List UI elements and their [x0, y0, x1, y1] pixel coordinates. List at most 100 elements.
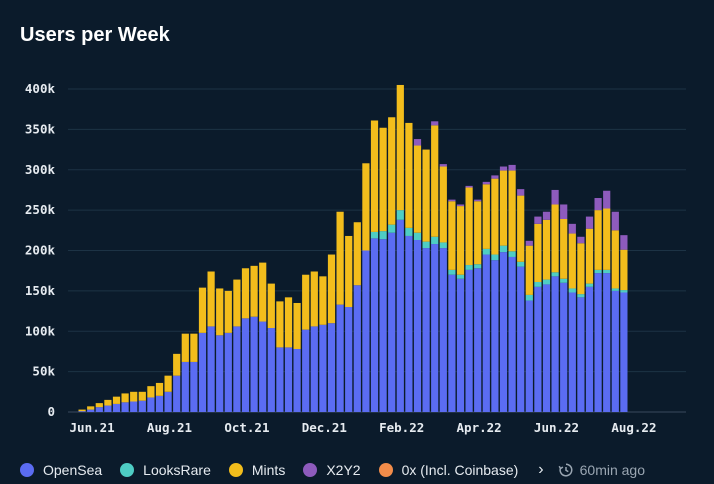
bar-mints	[87, 406, 95, 410]
bar-mints	[138, 391, 146, 401]
bar-opensea	[310, 326, 318, 412]
bar-mints	[207, 271, 215, 327]
legend-swatch	[303, 463, 318, 477]
bar-looksrare	[379, 231, 387, 240]
bar-opensea	[336, 304, 344, 412]
bar-opensea	[594, 273, 602, 412]
bar-looksrare	[422, 241, 430, 249]
bar-x2y2	[525, 240, 533, 246]
bar-opensea	[474, 268, 482, 412]
bar-looksrare	[448, 269, 456, 275]
bar-mints	[611, 230, 619, 289]
bar-mints	[525, 245, 533, 295]
bar-mints	[216, 288, 224, 336]
bar-opensea	[112, 403, 121, 412]
legend-item-0x[interactable]: 0x (Incl. Coinbase)	[378, 462, 518, 478]
bar-mints	[620, 249, 628, 291]
legend-swatch	[120, 463, 135, 477]
bar-mints	[250, 265, 258, 317]
bar-opensea	[362, 250, 370, 412]
bar-x2y2	[551, 189, 559, 205]
bar-x2y2	[560, 204, 568, 220]
y-tick-label: 200k	[25, 243, 56, 258]
bar-looksrare	[388, 224, 396, 233]
legend-item-opensea[interactable]: OpenSea	[20, 462, 102, 478]
bar-opensea	[560, 282, 568, 412]
bar-x2y2	[568, 223, 576, 234]
bar-x2y2	[465, 185, 473, 188]
refresh-label: 60min ago	[579, 462, 646, 478]
bar-looksrare	[534, 281, 542, 287]
bar-opensea	[620, 292, 628, 412]
bar-opensea	[379, 239, 387, 412]
bar-mints	[405, 122, 413, 228]
chevron-right-icon[interactable]: ›	[538, 461, 544, 478]
bar-mints	[233, 279, 241, 327]
x-tick-label: Jun.21	[70, 420, 115, 435]
y-tick-label: 400k	[25, 81, 56, 96]
bar-opensea	[216, 335, 224, 412]
bar-mints	[585, 228, 594, 284]
x-tick-label: Aug.21	[147, 420, 192, 435]
bar-mints	[551, 204, 559, 273]
y-tick-label: 300k	[25, 162, 56, 177]
bar-mints	[379, 127, 387, 232]
y-tick-label: 50k	[32, 364, 55, 379]
bar-looksrare	[431, 236, 439, 245]
bar-looksrare	[594, 269, 602, 274]
bar-opensea	[173, 375, 181, 412]
legend-item-x2y2[interactable]: X2Y2	[303, 462, 361, 478]
bar-opensea	[542, 284, 551, 412]
bar-mints	[534, 223, 542, 282]
bar-mints	[396, 84, 404, 211]
legend-item-looksrare[interactable]: LooksRare	[120, 462, 211, 478]
bar-looksrare	[499, 245, 508, 253]
bar-x2y2	[594, 198, 602, 211]
bar-opensea	[413, 240, 422, 412]
bar-mints	[259, 262, 267, 322]
bar-looksrare	[465, 265, 473, 270]
bar-opensea	[121, 402, 129, 412]
bar-looksrare	[456, 274, 465, 279]
bar-opensea	[396, 219, 404, 412]
bar-opensea	[508, 256, 516, 412]
bar-x2y2	[456, 204, 465, 207]
bar-opensea	[147, 397, 155, 412]
bar-mints	[499, 170, 508, 246]
legend-item-mints[interactable]: Mints	[228, 462, 285, 478]
bar-mints	[568, 233, 576, 289]
bar-opensea	[577, 297, 585, 412]
legend-label: OpenSea	[43, 462, 103, 478]
chart-title: Users per Week	[20, 24, 170, 46]
bar-looksrare	[525, 294, 533, 301]
bar-opensea	[388, 232, 396, 412]
bar-opensea	[551, 276, 559, 412]
bar-looksrare	[585, 283, 594, 287]
bar-opensea	[431, 244, 439, 412]
bar-mints	[112, 396, 121, 404]
bar-opensea	[155, 395, 164, 412]
bar-opensea	[353, 285, 361, 412]
bar-mints	[181, 333, 189, 362]
bar-opensea	[327, 323, 336, 412]
bar-mints	[594, 210, 602, 270]
bar-mints	[121, 393, 129, 403]
bar-mints	[284, 297, 293, 348]
bar-mints	[198, 287, 207, 333]
bar-opensea	[611, 290, 619, 412]
bar-looksrare	[568, 288, 576, 293]
bar-mints	[336, 211, 344, 305]
bar-opensea	[517, 266, 525, 412]
bar-x2y2	[603, 190, 611, 209]
legend-swatch	[20, 463, 34, 477]
bar-looksrare	[405, 227, 413, 236]
bar-x2y2	[620, 235, 628, 250]
bar-mints	[345, 235, 353, 308]
bar-mints	[370, 120, 379, 232]
bar-x2y2	[534, 216, 542, 224]
bar-opensea	[241, 318, 250, 412]
bar-opensea	[465, 269, 473, 412]
y-tick-label: 150k	[25, 283, 56, 298]
bar-x2y2	[508, 164, 516, 171]
bar-mints	[95, 403, 103, 408]
